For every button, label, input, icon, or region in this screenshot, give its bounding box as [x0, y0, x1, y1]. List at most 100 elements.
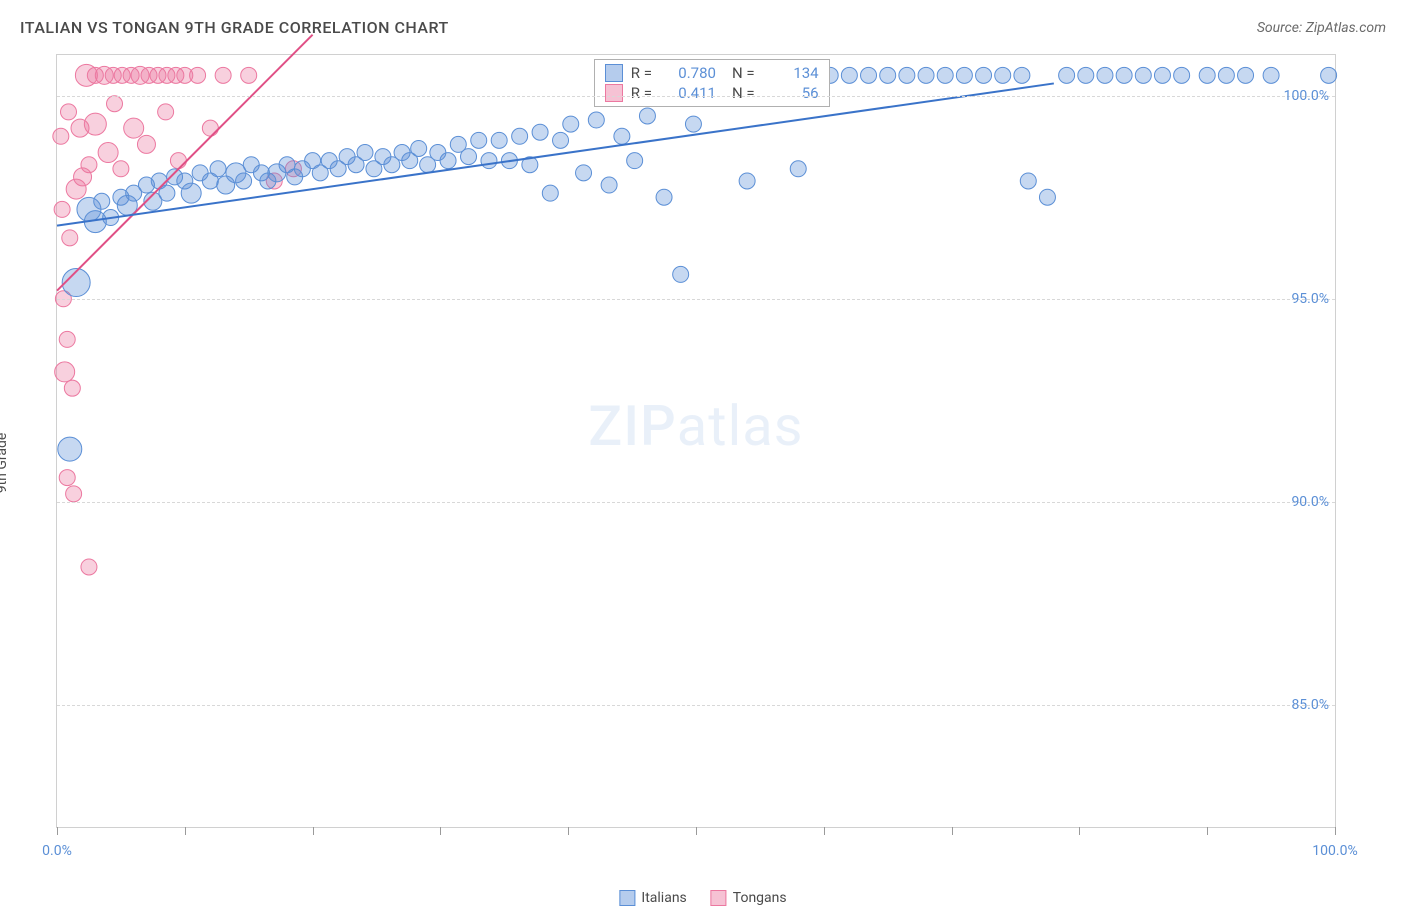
data-point	[1154, 67, 1170, 83]
data-point	[1174, 67, 1190, 83]
data-point	[113, 161, 129, 177]
data-point	[190, 67, 206, 83]
data-point	[210, 161, 226, 177]
y-tick-label: 100.0%	[1284, 88, 1329, 104]
n-value: 134	[763, 64, 819, 82]
data-point	[61, 104, 77, 120]
data-point	[94, 193, 110, 209]
data-point	[1116, 67, 1132, 83]
correlation-row: R =0.411N =56	[605, 84, 819, 102]
n-value: 56	[763, 84, 819, 102]
data-point	[899, 67, 915, 83]
x-tick	[185, 827, 186, 835]
x-tick	[696, 827, 697, 835]
x-tick	[568, 827, 569, 835]
data-point	[1263, 67, 1279, 83]
data-point	[137, 135, 155, 153]
data-point	[411, 140, 427, 156]
x-tick-label: 0.0%	[42, 843, 72, 859]
data-point	[739, 173, 755, 189]
data-point	[627, 153, 643, 169]
legend-label: Tongans	[733, 890, 787, 906]
data-point	[512, 128, 528, 144]
y-axis-label: 9th Grade	[0, 433, 10, 494]
data-point	[66, 486, 82, 502]
gridline	[57, 502, 1335, 503]
data-point	[553, 132, 569, 148]
data-point	[673, 266, 689, 282]
y-tick-label: 95.0%	[1291, 291, 1329, 307]
x-tick	[313, 827, 314, 835]
data-point	[861, 67, 877, 83]
plot-area: ZIPatlas R =0.780N =134R =0.411N =56 85.…	[56, 54, 1336, 828]
legend-item: Italians	[619, 890, 686, 906]
data-point	[181, 183, 201, 203]
r-label: R =	[631, 64, 652, 82]
data-point	[215, 67, 231, 83]
data-point	[64, 380, 80, 396]
legend-swatch	[605, 84, 623, 102]
data-point	[1020, 173, 1036, 189]
y-tick-label: 90.0%	[1291, 494, 1329, 510]
data-point	[1199, 67, 1215, 83]
data-point	[576, 165, 592, 181]
data-point	[54, 201, 70, 217]
scatter-svg	[57, 55, 1335, 827]
data-point	[685, 116, 701, 132]
data-point	[158, 104, 174, 120]
legend-item: Tongans	[711, 890, 787, 906]
x-tick	[1207, 827, 1208, 835]
data-point	[790, 161, 806, 177]
data-point	[542, 185, 558, 201]
data-point	[1014, 67, 1030, 83]
legend-swatch	[605, 64, 623, 82]
x-tick	[57, 827, 58, 835]
data-point	[1097, 67, 1113, 83]
data-point	[84, 113, 106, 135]
data-point	[880, 67, 896, 83]
data-point	[236, 173, 252, 189]
x-tick	[824, 827, 825, 835]
x-tick	[952, 827, 953, 835]
gridline	[57, 96, 1335, 97]
trend-line	[57, 83, 1054, 225]
x-tick	[1079, 827, 1080, 835]
n-label: N =	[732, 64, 755, 82]
x-tick-label: 100.0%	[1312, 843, 1357, 859]
data-point	[471, 132, 487, 148]
gridline	[57, 299, 1335, 300]
data-point	[81, 559, 97, 575]
data-point	[1238, 67, 1254, 83]
correlation-row: R = 0.780 N = 134	[605, 64, 819, 82]
data-point	[58, 437, 82, 461]
data-point	[1059, 67, 1075, 83]
data-point	[107, 96, 123, 112]
data-point	[491, 132, 507, 148]
data-point	[639, 108, 655, 124]
x-tick	[1335, 827, 1336, 835]
data-point	[241, 67, 257, 83]
data-point	[53, 128, 69, 144]
gridline	[57, 705, 1335, 706]
data-point	[81, 157, 97, 173]
data-point	[956, 67, 972, 83]
data-point	[614, 128, 630, 144]
legend-label: Italians	[641, 890, 686, 906]
data-point	[59, 470, 75, 486]
r-value: 0.780	[660, 64, 716, 82]
data-point	[170, 153, 186, 169]
data-point	[461, 149, 477, 165]
data-point	[563, 116, 579, 132]
data-point	[202, 120, 218, 136]
data-point	[588, 112, 604, 128]
chart-title: ITALIAN VS TONGAN 9TH GRADE CORRELATION …	[20, 18, 449, 37]
data-point	[357, 145, 373, 161]
x-tick	[440, 827, 441, 835]
data-point	[656, 189, 672, 205]
data-point	[1078, 67, 1094, 83]
data-point	[601, 177, 617, 193]
legend-swatch	[711, 890, 727, 906]
n-label: N =	[732, 84, 755, 102]
data-point	[976, 67, 992, 83]
data-point	[481, 153, 497, 169]
